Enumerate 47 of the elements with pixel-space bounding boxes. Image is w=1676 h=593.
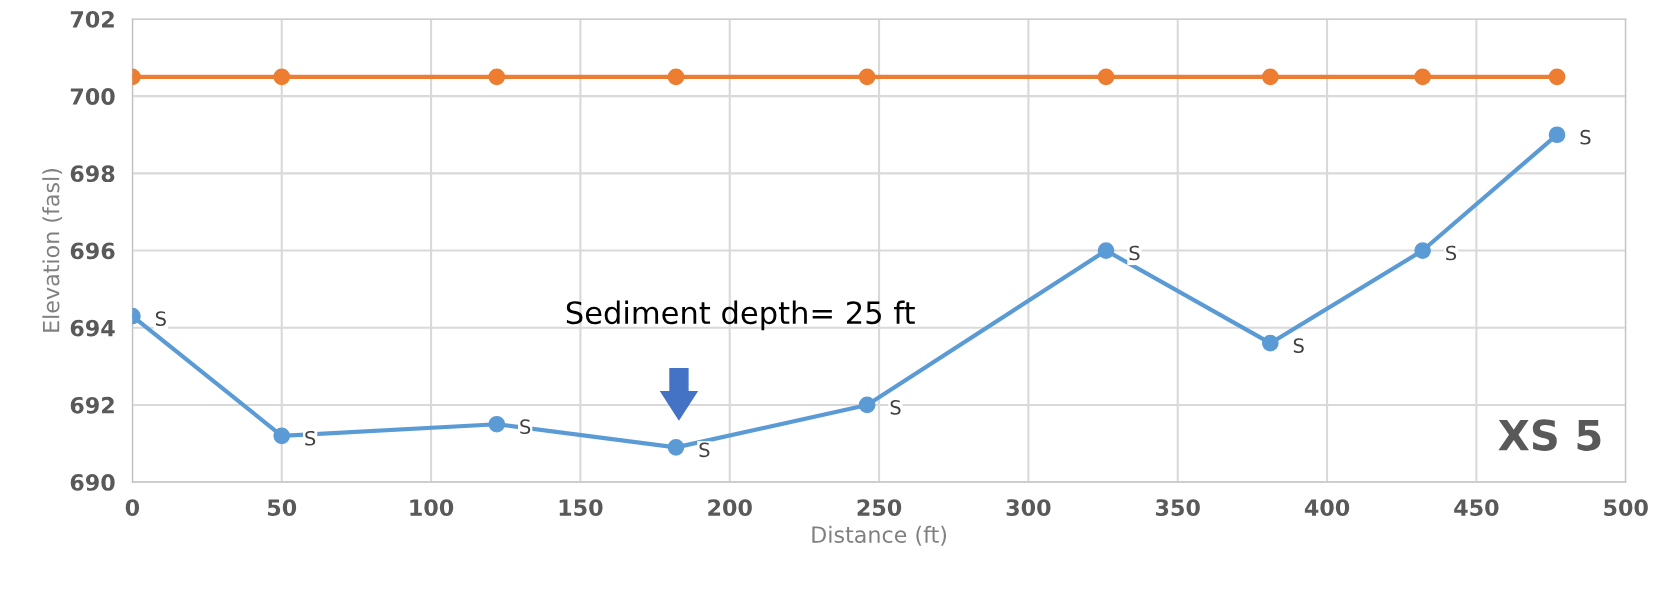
- point: [858, 68, 876, 86]
- data-label: S: [1446, 245, 1457, 261]
- annotation: Sediment depth= 25 ft: [566, 300, 915, 331]
- point: [667, 439, 685, 456]
- x-tick-label: 0: [125, 499, 140, 516]
- data-label: S: [305, 430, 316, 446]
- point: [1548, 68, 1566, 86]
- data-label: S: [155, 311, 166, 326]
- point: [488, 415, 506, 433]
- data-label: S: [699, 442, 710, 458]
- y-tick-label: 690: [70, 474, 115, 491]
- point: [667, 68, 685, 86]
- y-tick-label: 700: [70, 88, 115, 105]
- point: [1548, 126, 1566, 144]
- y-tick-label: 692: [70, 396, 114, 414]
- point: [1097, 68, 1115, 86]
- x-tick-label: 50: [267, 499, 297, 516]
- point: [273, 68, 291, 86]
- y-tick-label: 696: [70, 242, 115, 260]
- x-tick-label: 200: [708, 499, 752, 516]
- point: [1261, 68, 1279, 86]
- x-tick-label: 400: [1304, 499, 1350, 516]
- x-tick-label: 350: [1156, 499, 1200, 516]
- data-label: S: [520, 419, 531, 435]
- data-label: S: [1580, 129, 1591, 145]
- point: [1414, 242, 1431, 259]
- point: [1414, 68, 1431, 86]
- x-tick-label: 100: [410, 499, 454, 516]
- x-tick-label: 250: [857, 499, 902, 516]
- point: [1097, 242, 1115, 259]
- data-label: S: [1129, 245, 1140, 261]
- x-tick-label: 500: [1604, 499, 1648, 516]
- point: [273, 427, 291, 445]
- y-tick-label: 698: [70, 165, 115, 183]
- point: [858, 396, 876, 414]
- annotation: XS 5: [1498, 419, 1601, 451]
- x-axis-title: Distance (ft): [812, 525, 947, 546]
- x-tick-label: 450: [1454, 499, 1499, 516]
- y-axis-title: Elevation (fasl): [42, 169, 63, 332]
- data-label: S: [1293, 338, 1304, 353]
- x-tick-label: 150: [559, 499, 603, 516]
- y-tick-label: 702: [70, 10, 114, 28]
- y-tick-label: 694: [70, 319, 115, 337]
- data-label: S: [890, 400, 901, 415]
- point: [488, 68, 506, 86]
- point: [1261, 334, 1279, 352]
- x-tick-label: 300: [1006, 499, 1051, 516]
